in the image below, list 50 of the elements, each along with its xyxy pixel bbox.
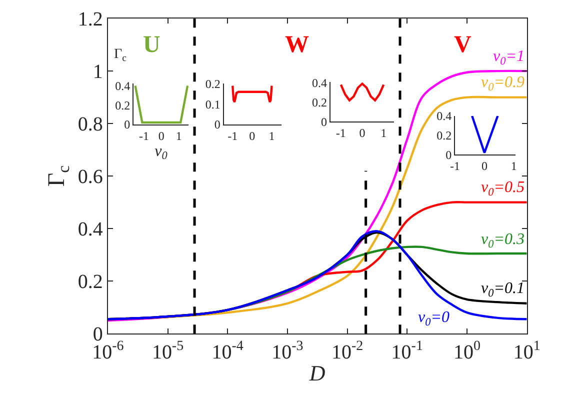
y-tick-label: 0.6 (78, 166, 103, 188)
series-label: ν$_{0}$=0.9 (481, 74, 524, 94)
series-label: ν$_{0}$=0.3 (481, 231, 524, 250)
y-tick-label: 0.2 (115, 98, 130, 112)
y-tick-label: 0.2 (436, 128, 452, 143)
x-tick-label: -1 (450, 159, 460, 174)
y-tick-label: 0 (92, 324, 103, 346)
x-tick-label: 0 (158, 128, 164, 143)
x-axis-title: ν$_{0}$ (154, 142, 168, 162)
x-tick-label: 0 (481, 159, 488, 174)
x-tick-label: 10$^{-4}$ (212, 339, 244, 364)
x-tick-label: -1 (138, 128, 149, 143)
y-axis-title: Γ$_{c}$ (114, 47, 128, 64)
series-label: ν$_{0}$=0.1 (481, 280, 524, 300)
y-tick-label: 1 (92, 61, 103, 84)
x-tick-label: 1 (268, 128, 275, 143)
x-tick-label: -1 (228, 128, 238, 143)
x-tick-label: 1 (510, 159, 517, 174)
y-tick-label: 0.1 (205, 97, 220, 112)
y-tick-label: 1.2 (78, 8, 103, 31)
x-tick-label: 10$^{-2}$ (331, 339, 364, 364)
y-tick-label: 0.4 (436, 109, 452, 124)
x-tick-label: 10$^{-5}$ (152, 339, 184, 364)
y-tick-label: 0.8 (78, 114, 103, 136)
series-label: ν$_{0}$=1 (493, 48, 524, 68)
y-tick-label: 0 (321, 114, 328, 129)
y-tick-label: 0.2 (205, 76, 220, 91)
x-tick-label: 10$^{-1}$ (391, 339, 423, 364)
annotation: W (285, 32, 309, 58)
y-tick-label: 0.4 (115, 78, 130, 93)
annotation: U (143, 32, 160, 58)
x-tick-label: 10$^{1}$ (513, 339, 540, 364)
x-tick-label: 10$^{-3}$ (272, 339, 304, 364)
line-series (232, 84, 273, 104)
x-tick-label: 0 (249, 128, 256, 143)
y-tick-label: 0.4 (78, 218, 103, 241)
line-series (340, 82, 385, 102)
x-axis-title: D (308, 360, 326, 386)
y-tick-label: 0.2 (78, 271, 103, 294)
y-tick-label: 0.4 (312, 76, 328, 90)
series-label: ν$_{0}$=0.5 (481, 179, 524, 198)
series-label: ν$_{0}$=0 (418, 309, 450, 328)
x-tick-label: 0 (359, 126, 366, 140)
x-tick-label: 1 (380, 126, 387, 140)
y-tick-label: 0 (446, 148, 452, 162)
x-tick-label: -1 (336, 126, 346, 140)
y-tick-label: 0.2 (312, 95, 328, 110)
x-tick-label: 1 (176, 128, 182, 143)
x-tick-label: 10$^{0}$ (453, 339, 480, 364)
annotation: V (454, 32, 472, 58)
